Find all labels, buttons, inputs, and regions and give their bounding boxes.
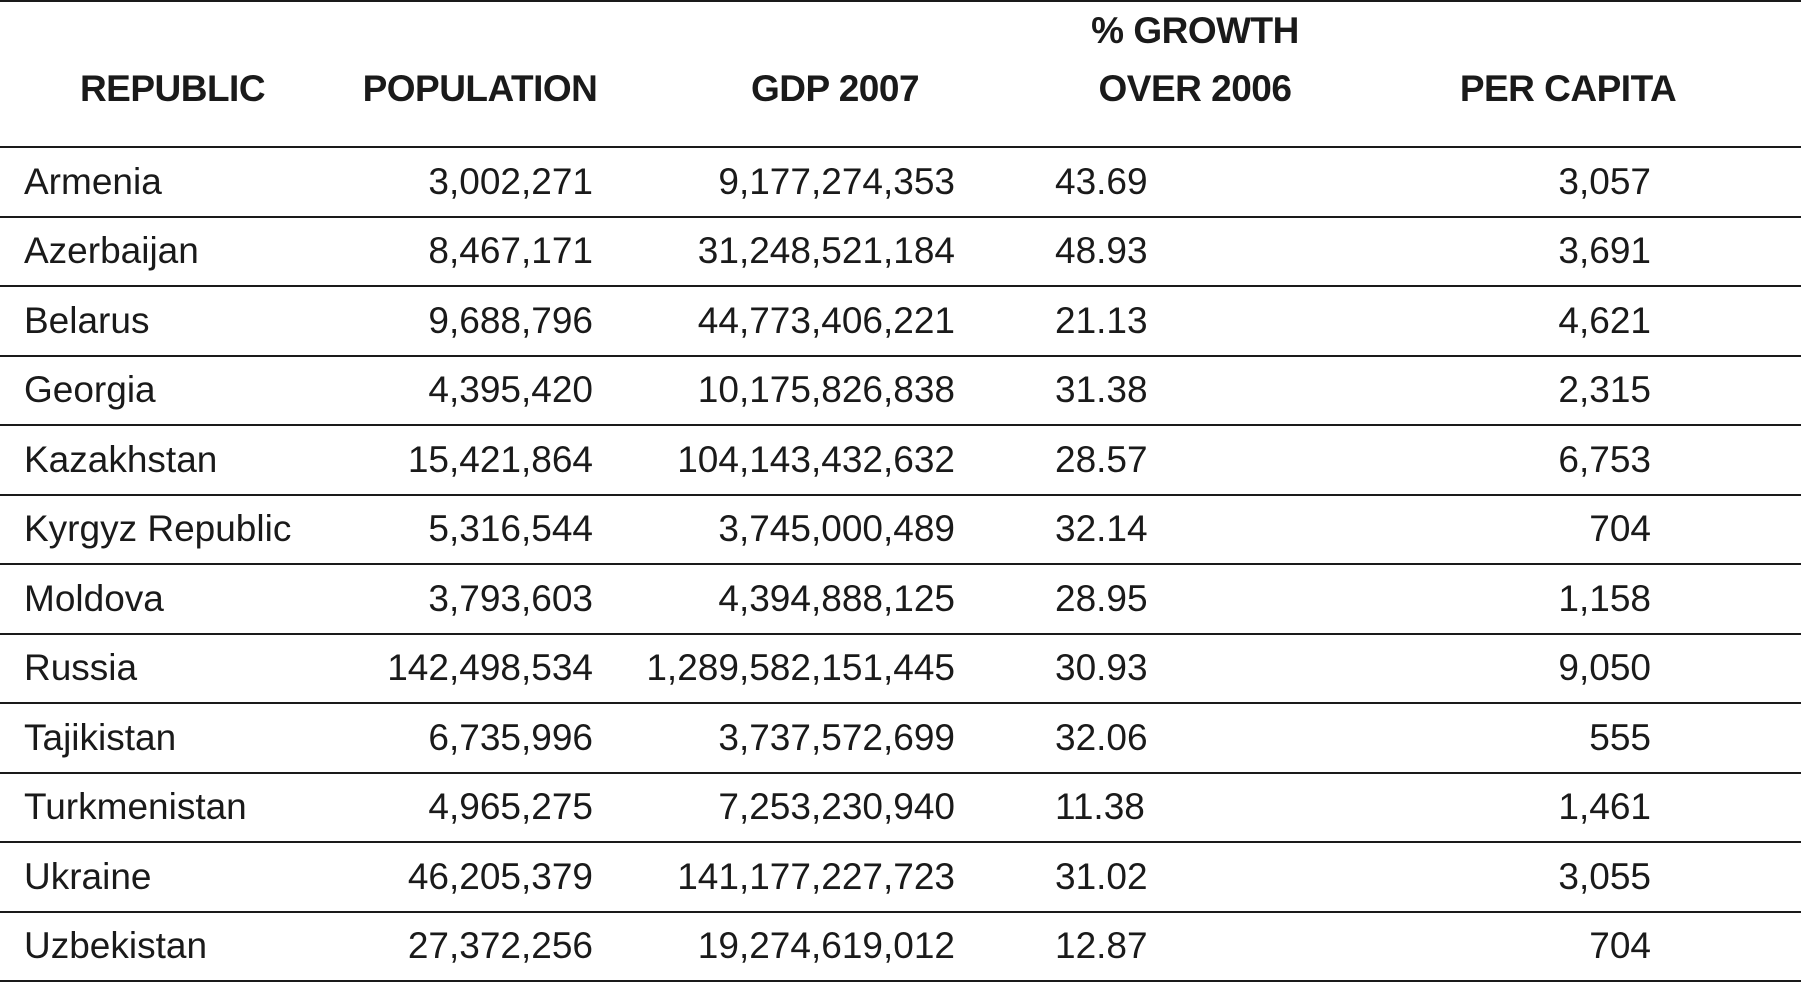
cell-growth: 28.95 [1055,577,1148,619]
cell-gdp: 7,253,230,940 [718,786,955,828]
cell-gdp: 9,177,274,353 [718,160,955,202]
cell-republic: Turkmenistan [24,786,247,828]
cell-population: 46,205,379 [407,855,593,897]
table-row: Russia 142,498,534 1,289,582,151,445 30.93 9… [0,634,1801,703]
cell-gdp: 31,248,521,184 [697,230,955,272]
cell-population: 8,467,171 [428,230,593,272]
cell-gdp: 19,274,619,012 [697,925,955,967]
cell-gdp: 3,745,000,489 [718,508,955,550]
cell-per-capita: 2,315 [1558,369,1651,411]
cell-per-capita: 3,691 [1558,230,1651,272]
cell-growth: 32.06 [1055,716,1148,758]
table-row: Uzbekistan 27,372,256 19,274,619,012 12.87 7… [0,912,1801,981]
cell-population: 6,735,996 [428,716,593,758]
cell-population: 27,372,256 [407,925,593,967]
table-row: Kyrgyz Republic 5,316,544 3,745,000,489 32.… [0,495,1801,564]
header-population: POPULATION [345,1,615,147]
cell-growth: 48.93 [1055,230,1148,272]
cell-growth: 21.13 [1055,299,1148,341]
cell-per-capita: 3,055 [1558,855,1651,897]
table-row: Turkmenistan 4,965,275 7,253,230,940 11.38 1… [0,773,1801,842]
table-row: Kazakhstan 15,421,864 104,143,432,632 28.57… [0,425,1801,495]
cell-population: 3,793,603 [428,577,593,619]
cell-republic: Kyrgyz Republic [24,508,292,550]
cell-population: 9,688,796 [428,299,593,341]
header-gdp: GDP 2007 [615,1,1055,147]
cell-republic: Azerbaijan [24,230,199,272]
cell-republic: Russia [24,647,138,689]
cell-per-capita: 704 [1589,925,1651,967]
cell-per-capita: 1,158 [1558,577,1651,619]
cell-republic: Moldova [24,577,164,619]
cell-gdp: 104,143,432,632 [677,438,955,480]
table-body: Armenia 3,002,271 9,177,274,353 43.69 3,057 A… [0,147,1801,981]
cell-republic: Belarus [24,299,150,341]
cell-republic: Armenia [24,160,162,202]
cell-republic: Tajikistan [24,716,177,758]
table-row: Armenia 3,002,271 9,177,274,353 43.69 3,057 [0,147,1801,217]
cell-per-capita: 704 [1589,508,1651,550]
table-row: Moldova 3,793,603 4,394,888,125 28.95 1,158 [0,564,1801,634]
cell-growth: 30.93 [1055,647,1148,689]
header-growth-label-line1: % GROWTH [1091,10,1299,51]
header-per-capita-label: PER CAPITA [1459,68,1677,109]
header-row: REPUBLIC POPULATION GDP 2007 % GROWTH OV… [0,1,1801,147]
table-header: REPUBLIC POPULATION GDP 2007 % GROWTH OV… [0,1,1801,147]
cell-gdp: 10,175,826,838 [697,369,955,411]
cell-population: 15,421,864 [407,438,593,480]
cell-republic: Kazakhstan [24,438,218,480]
cell-growth: 31.02 [1055,855,1148,897]
cell-population: 5,316,544 [428,508,593,550]
table-row: Tajikistan 6,735,996 3,737,572,699 32.06 555 [0,703,1801,773]
header-growth: % GROWTH OVER 2006 [1055,1,1335,147]
cell-per-capita: 3,057 [1558,160,1651,202]
cell-gdp: 141,177,227,723 [677,855,955,897]
cell-gdp: 44,773,406,221 [697,299,955,341]
header-population-label: POPULATION [362,68,598,109]
cell-growth: 31.38 [1055,369,1148,411]
cell-per-capita: 9,050 [1558,647,1651,689]
cell-growth: 12.87 [1055,925,1148,967]
cell-growth: 28.57 [1055,438,1148,480]
header-republic: REPUBLIC [0,1,345,147]
cell-per-capita: 555 [1589,716,1651,758]
cell-population: 4,395,420 [428,369,593,411]
cell-growth: 32.14 [1055,508,1148,550]
cell-population: 4,965,275 [428,786,593,828]
cell-republic: Uzbekistan [24,925,208,967]
table-row: Azerbaijan 8,467,171 31,248,521,184 48.93 3,… [0,217,1801,286]
cell-growth: 43.69 [1055,160,1148,202]
cell-growth: 11.38 [1055,786,1145,828]
cell-republic: Ukraine [24,855,152,897]
header-republic-label: REPUBLIC [79,68,266,109]
cell-per-capita: 4,621 [1558,299,1651,341]
table-row: Ukraine 46,205,379 141,177,227,723 31.02 3,0… [0,842,1801,912]
header-per-capita: PER CAPITA [1335,1,1801,147]
cell-per-capita: 6,753 [1558,438,1651,480]
cell-gdp: 3,737,572,699 [718,716,955,758]
cell-per-capita: 1,461 [1558,786,1651,828]
table-row: Belarus 9,688,796 44,773,406,221 21.13 4,621 [0,286,1801,356]
cell-population: 142,498,534 [387,647,593,689]
cell-gdp: 1,289,582,151,445 [646,647,955,689]
cell-population: 3,002,271 [428,160,593,202]
cell-republic: Georgia [24,369,156,411]
cell-gdp: 4,394,888,125 [718,577,955,619]
table-row: Georgia 4,395,420 10,175,826,838 31.38 2,315 [0,356,1801,425]
header-gdp-label: GDP 2007 [750,68,920,109]
header-growth-label-line2: OVER 2006 [1098,68,1292,109]
